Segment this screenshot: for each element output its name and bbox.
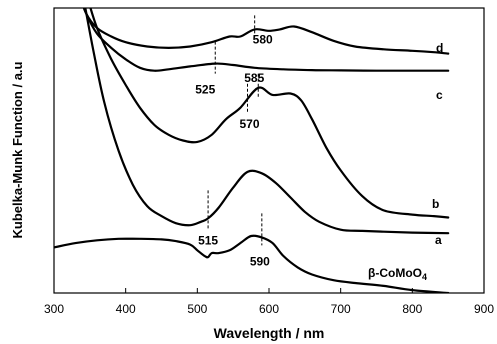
peak-label-4: 515 [198,233,218,247]
series-line-3 [84,8,450,235]
x-axis-label: Wavelength / nm [214,325,325,341]
plot-frame [53,7,485,294]
x-tick-label-6: 900 [474,302,494,316]
series-label-2: b [432,197,439,211]
peak-label-1: 525 [195,83,215,97]
x-tick-label-3: 600 [259,302,279,316]
x-tick-label-0: 300 [44,302,64,316]
series-label-0: d [436,41,443,55]
series-layer [54,8,450,293]
series-label-3: a [435,233,442,247]
peak-label-5: 590 [250,254,270,268]
x-tick-label-2: 500 [187,302,207,316]
series-label-4: β-CoMoO4 [368,266,427,282]
y-axis-label: Kubelka-Munk Function / a.u [10,61,25,238]
series-label-1: c [436,88,443,102]
peak-label-0: 580 [253,32,273,46]
x-tick-label-5: 800 [402,302,422,316]
x-tick-label-1: 400 [116,302,136,316]
series-line-4 [54,234,450,293]
peak-label-3: 570 [239,117,259,131]
series-line-1 [82,8,450,72]
series-line-0 [82,8,450,55]
series-line-2 [89,8,450,219]
annotation-layer: d c b a β-CoMoO4 580 525 585 570 515 590 [195,15,443,282]
peak-label-2: 585 [244,71,264,85]
x-tick-label-4: 700 [331,302,351,316]
axis-layer: 300 400 500 600 700 800 900 [44,288,494,316]
